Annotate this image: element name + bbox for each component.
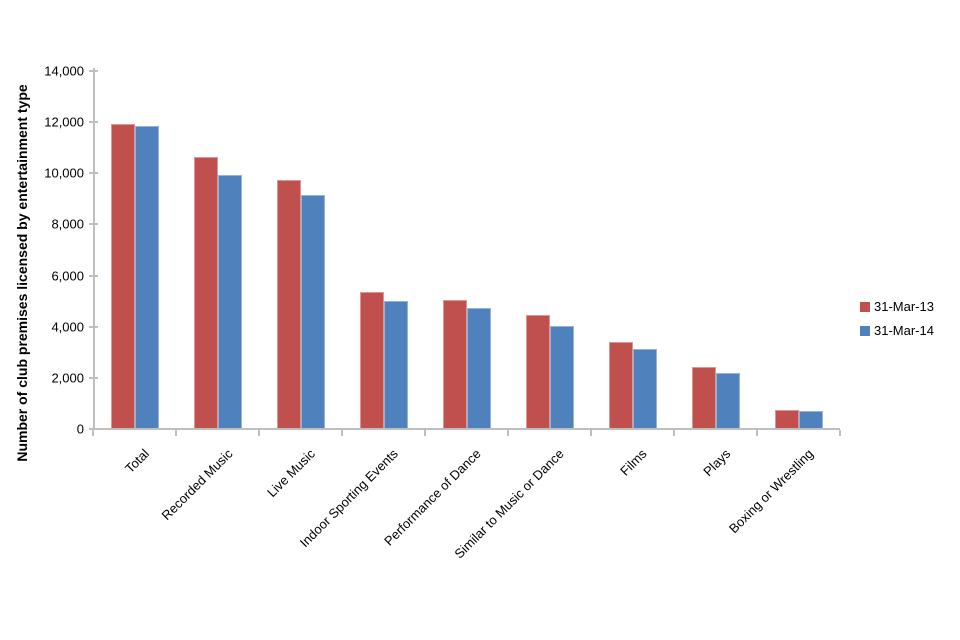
y-axis-tick bbox=[89, 325, 98, 328]
bar-31-Mar-13 bbox=[359, 292, 384, 428]
y-tick-label: 10,000 bbox=[44, 165, 84, 181]
legend-label: 31-Mar-13 bbox=[874, 299, 934, 314]
bar-31-Mar-13 bbox=[442, 300, 467, 428]
x-category-label: Films bbox=[617, 446, 651, 479]
legend: 31-Mar-13 31-Mar-14 bbox=[860, 299, 934, 347]
x-axis-tick bbox=[92, 430, 94, 436]
x-axis-tick bbox=[756, 430, 758, 436]
bar-31-Mar-14 bbox=[715, 373, 740, 428]
x-category-label: Boxing or Wrestling bbox=[725, 446, 817, 537]
bar-31-Mar-14 bbox=[798, 411, 823, 428]
bar-31-Mar-13 bbox=[193, 156, 218, 428]
legend-item: 31-Mar-13 bbox=[860, 299, 934, 314]
x-axis-tick bbox=[341, 430, 343, 436]
bar-31-Mar-13 bbox=[276, 179, 301, 428]
y-tick-label: 2,000 bbox=[51, 370, 84, 386]
y-axis-tick bbox=[89, 172, 98, 175]
bar-31-Mar-13 bbox=[608, 342, 633, 428]
legend-item: 31-Mar-14 bbox=[860, 323, 934, 338]
bar-31-Mar-13 bbox=[525, 315, 550, 428]
y-axis-tick bbox=[89, 274, 98, 277]
bar-31-Mar-14 bbox=[134, 126, 159, 428]
x-category-label: Total bbox=[122, 446, 153, 477]
bar-31-Mar-13 bbox=[774, 410, 799, 428]
y-tick-label: 12,000 bbox=[44, 114, 84, 130]
x-category-label: Recorded Music bbox=[158, 446, 236, 524]
y-axis-line bbox=[93, 68, 95, 430]
y-tick-label: 4,000 bbox=[51, 319, 84, 335]
bar-31-Mar-14 bbox=[383, 301, 408, 428]
x-category-label: Live Music bbox=[264, 446, 319, 501]
y-axis-tick bbox=[89, 376, 98, 379]
y-tick-label: 8,000 bbox=[51, 216, 84, 232]
bar-31-Mar-13 bbox=[691, 366, 716, 428]
y-tick-label: 14,000 bbox=[44, 63, 84, 79]
x-category-label: Plays bbox=[700, 446, 734, 480]
x-axis-tick bbox=[590, 430, 592, 436]
bar-31-Mar-13 bbox=[110, 123, 135, 428]
y-tick-label: 6,000 bbox=[51, 268, 84, 284]
x-axis-tick bbox=[507, 430, 509, 436]
bar-31-Mar-14 bbox=[217, 174, 242, 428]
y-tick-label: 0 bbox=[76, 421, 84, 437]
legend-marker-icon bbox=[860, 325, 870, 336]
bar-31-Mar-14 bbox=[632, 348, 657, 428]
x-axis-tick bbox=[673, 430, 675, 436]
x-axis-tick bbox=[175, 430, 177, 436]
legend-marker-icon bbox=[860, 301, 870, 312]
x-axis-line bbox=[93, 428, 840, 430]
x-axis-tick bbox=[424, 430, 426, 436]
bar-31-Mar-14 bbox=[549, 325, 574, 428]
y-axis-tick bbox=[89, 70, 98, 72]
x-axis-tick bbox=[839, 430, 841, 436]
y-axis-tick bbox=[89, 121, 98, 124]
y-axis-tick bbox=[89, 223, 98, 226]
bar-31-Mar-14 bbox=[300, 195, 325, 428]
legend-label: 31-Mar-14 bbox=[874, 323, 934, 338]
y-axis-tick bbox=[89, 428, 98, 430]
bar-31-Mar-14 bbox=[466, 307, 491, 428]
x-axis-tick bbox=[258, 430, 260, 436]
